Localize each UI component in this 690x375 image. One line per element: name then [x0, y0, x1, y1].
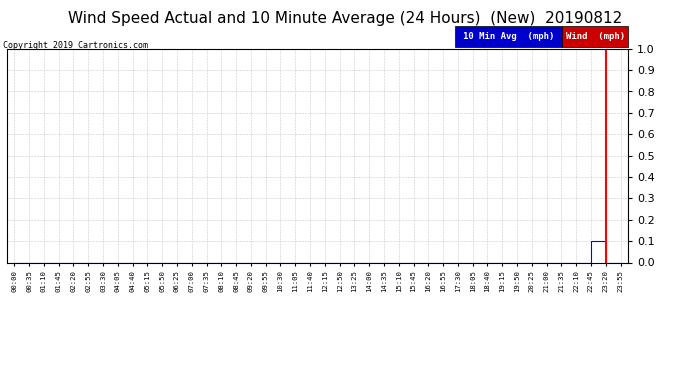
- Text: 10 Min Avg  (mph): 10 Min Avg (mph): [463, 32, 555, 41]
- Text: Wind Speed Actual and 10 Minute Average (24 Hours)  (New)  20190812: Wind Speed Actual and 10 Minute Average …: [68, 11, 622, 26]
- Text: Wind  (mph): Wind (mph): [566, 32, 624, 41]
- Text: Copyright 2019 Cartronics.com: Copyright 2019 Cartronics.com: [3, 41, 148, 50]
